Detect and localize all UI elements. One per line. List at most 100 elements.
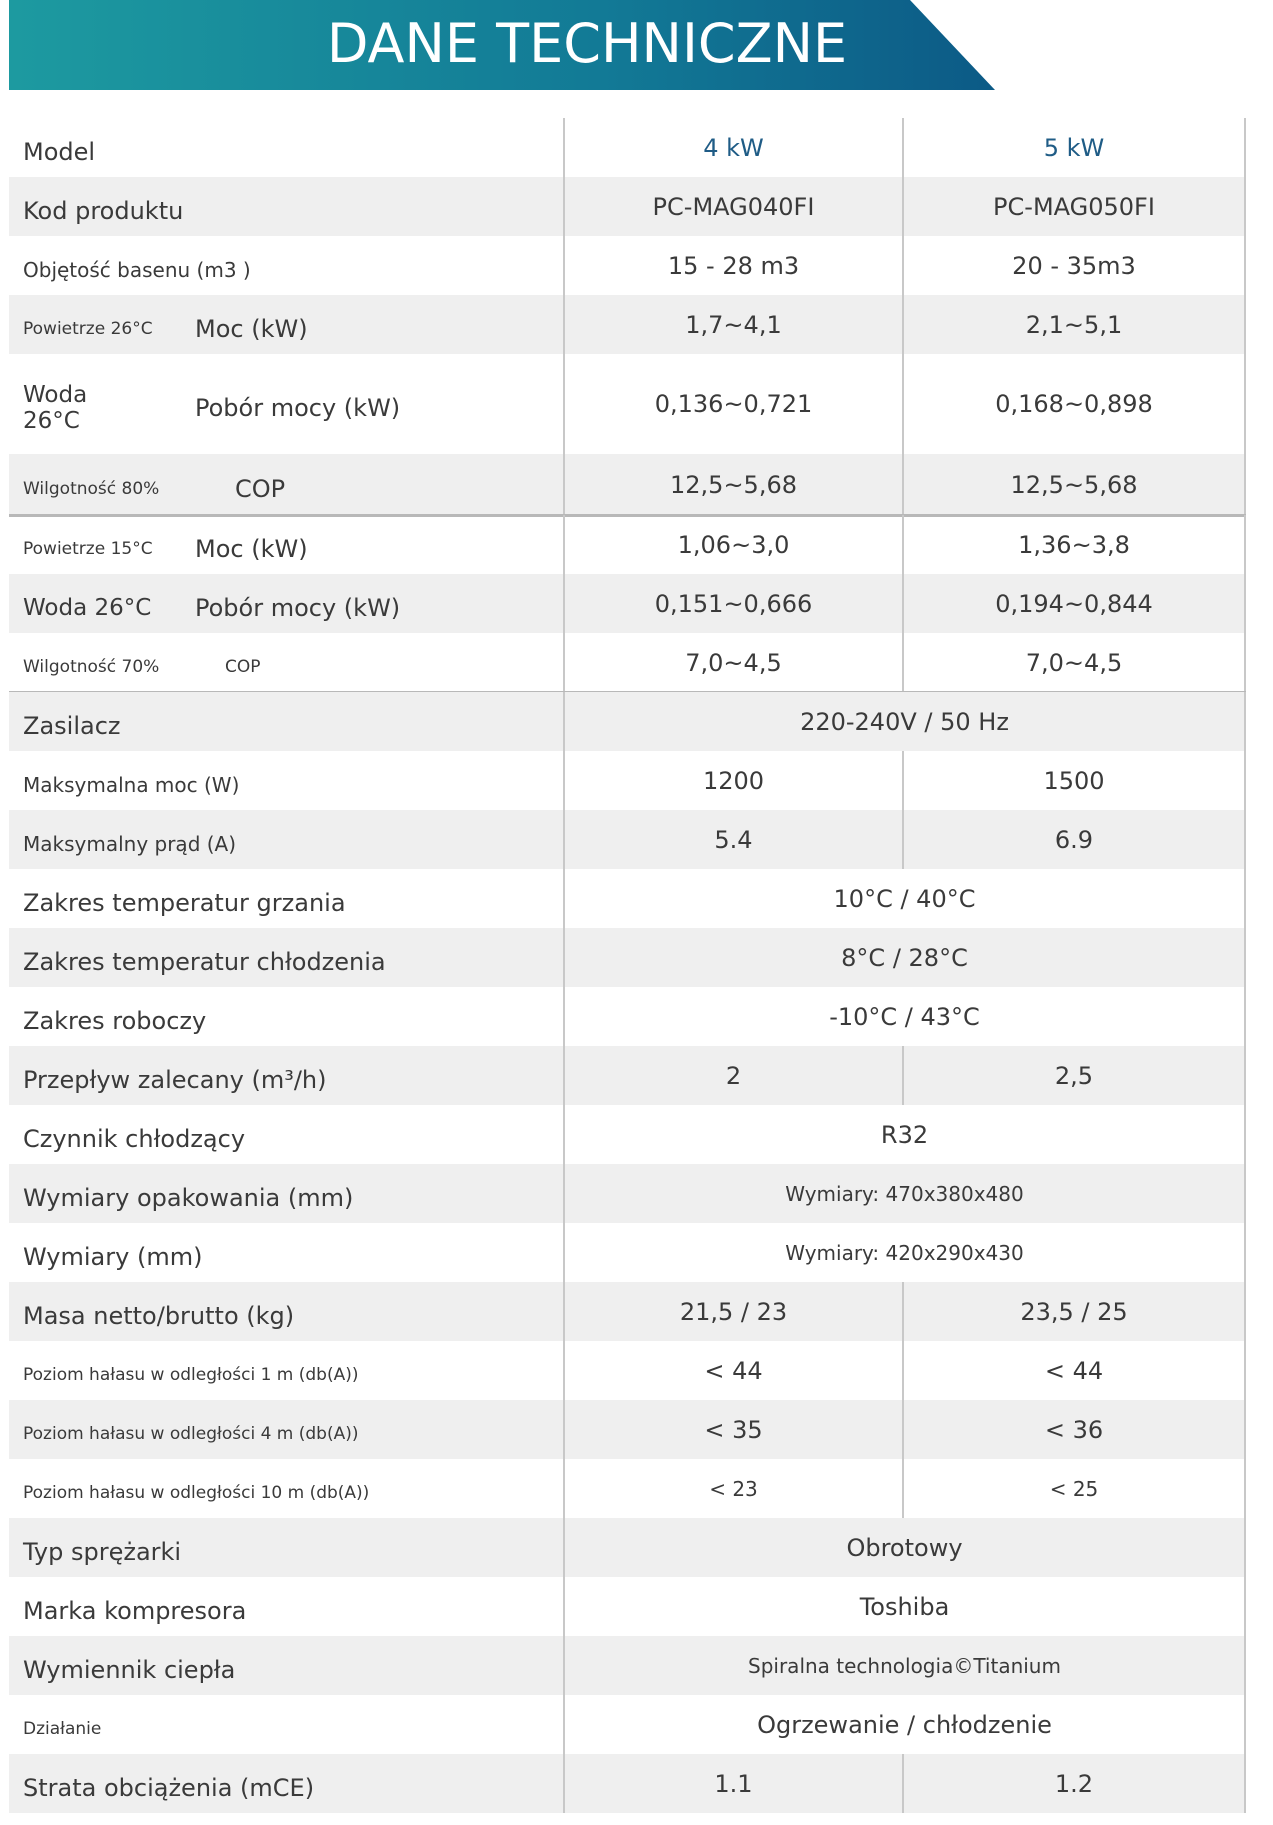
divider (1244, 1459, 1246, 1518)
value-cell: 1.1 (563, 1754, 902, 1813)
value-cell: 12,5~5,68 (902, 454, 1244, 515)
row-label: Moc (kW) (195, 534, 308, 563)
row-label: Zakres temperatur chłodzenia (23, 947, 386, 976)
divider (1244, 1282, 1246, 1341)
value-cell: -10°C / 43°C (563, 987, 1244, 1046)
row-label: Marka kompresora (23, 1596, 247, 1625)
group-rule (9, 515, 1246, 517)
divider (1244, 454, 1246, 515)
value-cell: 23,5 / 25 (902, 1282, 1244, 1341)
value-cell: Toshiba (563, 1577, 1244, 1636)
row-label: Strata obciążenia (mCE) (23, 1773, 315, 1802)
divider (1244, 1636, 1246, 1695)
value-cell: 4 kW (563, 118, 902, 177)
value-cell: 1,7~4,1 (563, 295, 902, 354)
value-cell: < 23 (563, 1459, 902, 1518)
row-label: Czynnik chłodzący (23, 1124, 246, 1153)
row-label: Poziom hałasu w odległości 10 m (db(A)) (23, 1482, 370, 1503)
divider (1244, 1400, 1246, 1459)
value-cell: 20 - 35m3 (902, 236, 1244, 295)
condition: Woda 26°C (23, 382, 88, 434)
divider (1244, 574, 1246, 633)
value-cell: R32 (563, 1105, 1244, 1164)
divider (1244, 295, 1246, 354)
row-label: Zasilacz (23, 711, 121, 740)
value-cell: Ogrzewanie / chłodzenie (563, 1695, 1244, 1754)
condition: Powietrze 26°C (23, 318, 153, 339)
value-cell: 1.2 (902, 1754, 1244, 1813)
divider (1244, 869, 1246, 928)
value-cell: 0,136~0,721 (563, 354, 902, 454)
row-label: Poziom hałasu w odległości 4 m (db(A)) (23, 1423, 359, 1444)
value-cell: 0,194~0,844 (902, 574, 1244, 633)
value-cell: Spiralna technologia©Titanium (563, 1636, 1244, 1695)
value-cell: 1,36~3,8 (902, 515, 1244, 574)
value-cell: Wymiary: 420x290x430 (563, 1223, 1244, 1282)
row-background (9, 295, 1244, 354)
condition: Wilgotność 80% (23, 478, 160, 499)
divider (1244, 236, 1246, 295)
row-label: Kod produktu (23, 196, 184, 225)
row-background (9, 1518, 1244, 1577)
value-cell: 2,5 (902, 1046, 1244, 1105)
value-cell: Wymiary: 470x380x480 (563, 1164, 1244, 1223)
condition: Wilgotność 70% (23, 656, 160, 677)
row-background (9, 810, 1244, 869)
row-label: Moc (kW) (195, 314, 308, 343)
banner: DANE TECHNICZNE (9, 0, 995, 90)
row-background (9, 177, 1244, 236)
title: DANE TECHNICZNE (327, 12, 847, 75)
divider (1244, 1046, 1246, 1105)
divider (1244, 692, 1246, 751)
value-cell: 5.4 (563, 810, 902, 869)
divider (1244, 1223, 1246, 1282)
value-cell: < 35 (563, 1400, 902, 1459)
value-cell: 1200 (563, 751, 902, 810)
row-label: Pobór mocy (kW) (195, 394, 401, 422)
value-cell: 10°C / 40°C (563, 869, 1244, 928)
value-cell: 15 - 28 m3 (563, 236, 902, 295)
value-cell: 0,151~0,666 (563, 574, 902, 633)
value-cell: 12,5~5,68 (563, 454, 902, 515)
value-cell: < 25 (902, 1459, 1244, 1518)
divider (1244, 1577, 1246, 1636)
row-background (9, 1282, 1244, 1341)
divider (1244, 1341, 1246, 1400)
row-label: Zakres roboczy (23, 1006, 207, 1035)
value-cell: Obrotowy (563, 1518, 1244, 1577)
row-label: Objętość basenu (m3 ) (23, 257, 251, 282)
value-cell: 1,06~3,0 (563, 515, 902, 574)
row-label: Pobór mocy (kW) (195, 593, 401, 622)
value-cell: < 44 (563, 1341, 902, 1400)
row-label: Maksymalny prąd (A) (23, 831, 237, 856)
value-cell: PC-MAG040FI (563, 177, 902, 236)
value-cell: 6.9 (902, 810, 1244, 869)
value-cell: 5 kW (902, 118, 1244, 177)
row-background (9, 928, 1244, 987)
divider (1244, 177, 1246, 236)
row-background (9, 1636, 1244, 1695)
value-cell: 8°C / 28°C (563, 928, 1244, 987)
value-cell: 1500 (902, 751, 1244, 810)
value-cell: 7,0~4,5 (902, 633, 1244, 692)
row-label: Wymiary opakowania (mm) (23, 1183, 354, 1212)
row-background (9, 1400, 1244, 1459)
value-cell: 2 (563, 1046, 902, 1105)
row-label: Typ sprężarki (23, 1537, 182, 1566)
divider (1244, 810, 1246, 869)
row-label: COP (235, 474, 286, 503)
divider (1244, 1695, 1246, 1754)
row-label: Wymiennik ciepła (23, 1655, 236, 1684)
divider (1244, 118, 1246, 177)
divider (1244, 1754, 1246, 1813)
row-background (9, 1754, 1244, 1813)
row-label: Maksymalna moc (W) (23, 772, 240, 797)
value-cell: < 44 (902, 1341, 1244, 1400)
row-background (9, 1046, 1244, 1105)
divider (1244, 928, 1246, 987)
divider (1244, 1164, 1246, 1223)
divider (1244, 1518, 1246, 1577)
row-label: Masa netto/brutto (kg) (23, 1301, 295, 1330)
divider (1244, 354, 1246, 454)
